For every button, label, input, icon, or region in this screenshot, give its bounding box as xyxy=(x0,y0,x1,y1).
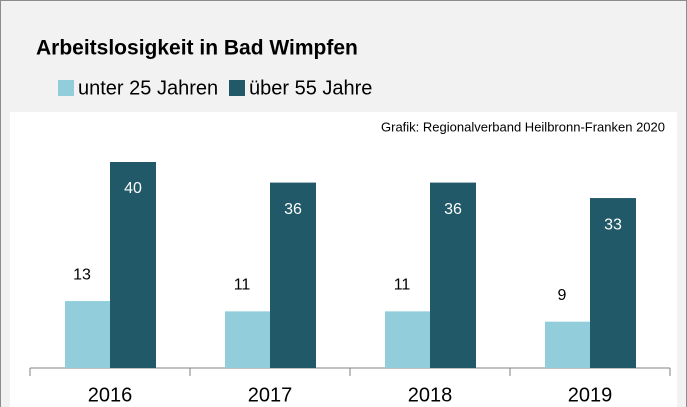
value-label: 13 xyxy=(73,266,91,283)
legend-swatch xyxy=(58,80,74,96)
chart-title: Arbeitslosigkeit in Bad Wimpfen xyxy=(36,37,358,60)
legend-swatch xyxy=(229,80,245,96)
value-label: 36 xyxy=(444,201,462,218)
value-label: 33 xyxy=(604,216,622,233)
source-note: Grafik: Regionalverband Heilbronn-Franke… xyxy=(381,119,665,134)
x-tick-label: 2017 xyxy=(248,384,293,406)
legend-label: über 55 Jahre xyxy=(249,77,372,99)
value-label: 36 xyxy=(284,201,302,218)
x-tick-label: 2018 xyxy=(408,384,453,406)
bar xyxy=(65,301,111,368)
bar xyxy=(545,321,591,368)
bar xyxy=(590,198,636,368)
x-tick-label: 2016 xyxy=(88,384,133,406)
value-label: 11 xyxy=(394,277,411,294)
x-tick-label: 2019 xyxy=(568,384,613,406)
value-label: 11 xyxy=(234,277,251,294)
bar xyxy=(225,311,271,368)
legend-label: unter 25 Jahren xyxy=(78,77,218,99)
value-label: 9 xyxy=(558,287,567,304)
bar xyxy=(270,182,316,368)
bar xyxy=(110,162,156,368)
bar xyxy=(430,182,476,368)
bar xyxy=(385,311,431,368)
value-label: 40 xyxy=(124,180,142,197)
